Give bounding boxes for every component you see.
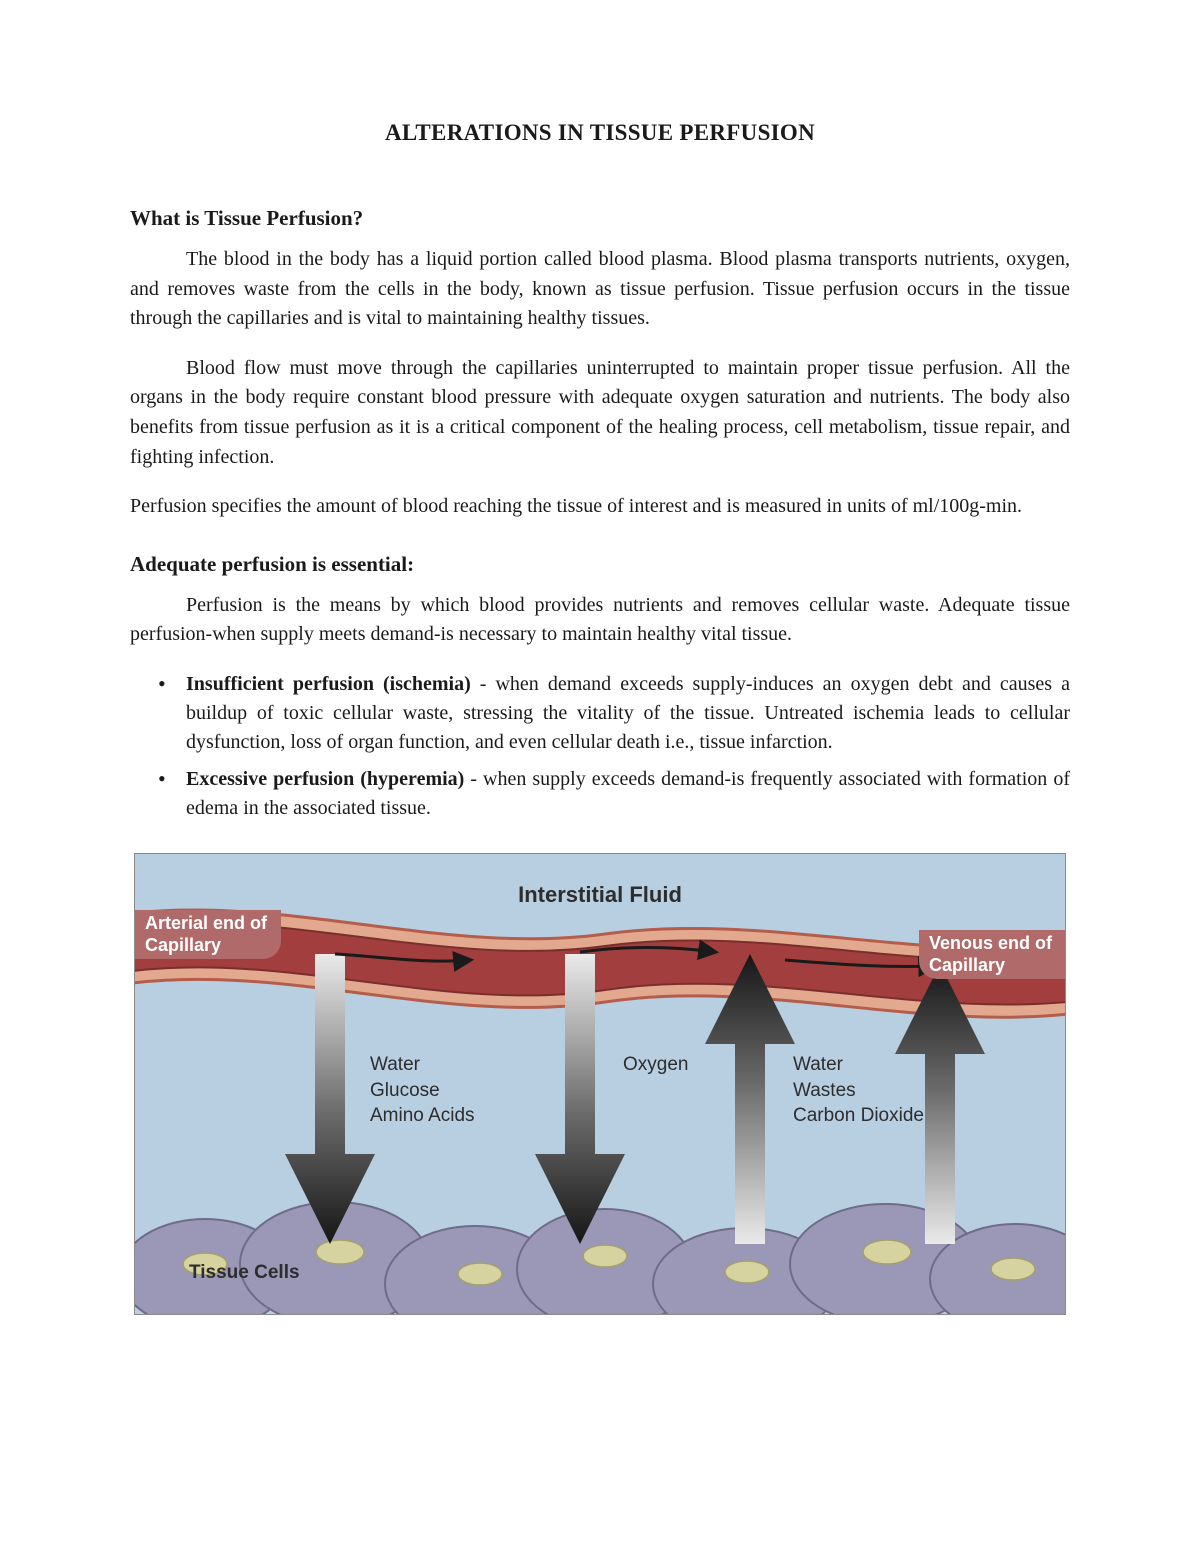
bullet-hyperemia-term: Excessive perfusion (hyperemia) bbox=[186, 768, 464, 790]
section-heading-what-is: What is Tissue Perfusion? bbox=[130, 206, 1070, 231]
venous-end-label: Venous end of Capillary bbox=[919, 930, 1065, 979]
document-page: ALTERATIONS IN TISSUE PERFUSION What is … bbox=[0, 0, 1200, 1553]
bullet-ischemia: Insufficient perfusion (ischemia) - when… bbox=[186, 670, 1070, 757]
exchange-label-3: Water Wastes Carbon Dioxide bbox=[793, 1052, 924, 1129]
page-title: ALTERATIONS IN TISSUE PERFUSION bbox=[130, 120, 1070, 146]
arterial-end-label: Arterial end of Capillary bbox=[135, 910, 281, 959]
bullet-ischemia-term: Insufficient perfusion (ischemia) bbox=[186, 673, 471, 695]
section-heading-adequate: Adequate perfusion is essential: bbox=[130, 552, 1070, 577]
paragraph-2: Blood flow must move through the capilla… bbox=[130, 354, 1070, 472]
tissue-cells-label: Tissue Cells bbox=[189, 1262, 300, 1284]
bullet-list: Insufficient perfusion (ischemia) - when… bbox=[130, 670, 1070, 823]
perfusion-diagram: Interstitial Fluid Arterial end of Capil… bbox=[134, 853, 1066, 1315]
bullet-hyperemia: Excessive perfusion (hyperemia) - when s… bbox=[186, 765, 1070, 823]
exchange-label-1: Water Glucose Amino Acids bbox=[370, 1052, 475, 1129]
exchange-label-2: Oxygen bbox=[623, 1052, 688, 1078]
paragraph-1: The blood in the body has a liquid porti… bbox=[130, 245, 1070, 334]
paragraph-4: Perfusion is the means by which blood pr… bbox=[130, 591, 1070, 650]
paragraph-3: Perfusion specifies the amount of blood … bbox=[130, 492, 1070, 522]
